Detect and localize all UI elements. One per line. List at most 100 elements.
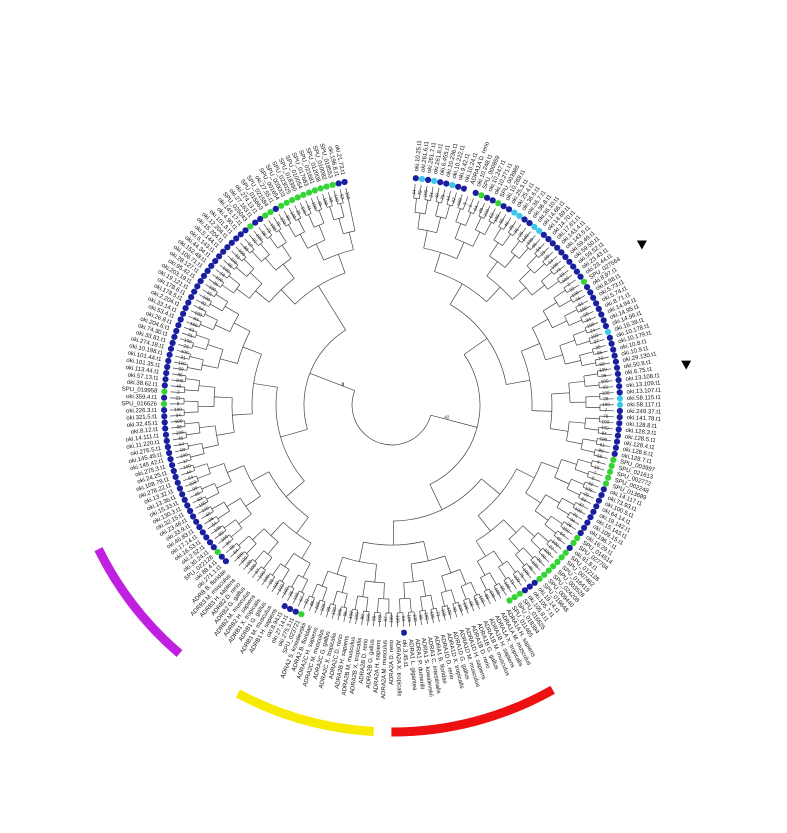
branch-line bbox=[582, 486, 597, 494]
branch-line bbox=[566, 440, 583, 445]
branch-line bbox=[506, 379, 530, 385]
leaf-dot-oki bbox=[208, 262, 215, 269]
leaf-label: ADRA2B D. rerio bbox=[359, 638, 370, 684]
branch-line bbox=[331, 605, 337, 619]
branch-line bbox=[179, 338, 194, 344]
branch-line bbox=[568, 380, 585, 384]
branch-arc bbox=[326, 205, 333, 208]
bootstrap-value: 100 bbox=[599, 367, 608, 373]
leaf-dot-spu bbox=[247, 223, 254, 230]
leaf-dot-oki bbox=[558, 249, 565, 256]
bootstrap-value: 62 bbox=[339, 194, 345, 201]
bootstrap-value: 100 bbox=[194, 310, 203, 318]
branch-arc bbox=[493, 239, 503, 246]
leaf-dot-adra bbox=[449, 621, 457, 629]
branch-line bbox=[287, 588, 295, 601]
branch-line bbox=[186, 321, 200, 328]
branch-arc bbox=[553, 530, 558, 536]
branch-line bbox=[367, 611, 370, 626]
branch-line bbox=[567, 516, 580, 525]
leaf-label: oki.359.4.t1 bbox=[126, 394, 158, 401]
branch-line bbox=[254, 550, 265, 562]
bootstrap-value: 98 bbox=[260, 230, 267, 237]
branch-line bbox=[267, 541, 279, 555]
branch-arc bbox=[323, 249, 354, 261]
branch-line bbox=[330, 306, 346, 331]
bootstrap-value: 100 bbox=[551, 539, 560, 548]
leaf-dot-oki bbox=[602, 322, 610, 330]
branch-arc bbox=[598, 382, 600, 388]
bootstrap-value: 71 bbox=[435, 611, 441, 617]
leaf-label: oki.321.5.t1 bbox=[126, 414, 158, 422]
branch-line bbox=[588, 470, 603, 477]
leaf-label: oki.8.12.t1 bbox=[131, 427, 160, 436]
bootstrap-value: 100 bbox=[175, 418, 183, 424]
branch-line bbox=[472, 231, 481, 247]
branch-arc bbox=[478, 215, 485, 219]
branch-line bbox=[596, 443, 611, 448]
branch-line bbox=[281, 585, 290, 599]
branch-line bbox=[309, 372, 355, 391]
triangle-markers bbox=[636, 240, 692, 370]
bootstrap-value: 100 bbox=[248, 563, 257, 572]
branch-line bbox=[322, 193, 328, 208]
leaf-dot-oki_light bbox=[516, 212, 523, 219]
bootstrap-value: 64 bbox=[179, 441, 185, 447]
branch-line bbox=[572, 507, 586, 515]
branch-line bbox=[417, 212, 421, 229]
branch-line bbox=[588, 333, 603, 339]
bootstrap-value: 100 bbox=[314, 601, 322, 610]
bootstrap-value: 51 bbox=[234, 253, 241, 260]
branch-line bbox=[187, 486, 201, 493]
bootstrap-value: 98 bbox=[583, 311, 590, 318]
leaf-dot-oki bbox=[584, 519, 591, 526]
leaf-dot-spu bbox=[283, 199, 290, 206]
branch-line bbox=[552, 320, 567, 329]
branch-line bbox=[235, 267, 247, 277]
leaf-dot-spu bbox=[511, 594, 518, 601]
leaf-labels: oki.10.25.t1oki.261.6.t1oki.261.7.t1oki.… bbox=[121, 140, 662, 699]
branch-line bbox=[244, 238, 255, 250]
branch-arc bbox=[583, 375, 586, 387]
leaf-dot-adra bbox=[363, 628, 371, 636]
bootstrap-value: 89 bbox=[285, 214, 292, 221]
leaf-label: oki.6.75.t1 bbox=[624, 367, 653, 377]
branch-line bbox=[586, 327, 601, 334]
clade-arc-yellow bbox=[235, 689, 374, 736]
branch-line bbox=[519, 269, 531, 281]
leaf-label: SPU_019958 bbox=[122, 387, 159, 395]
leaf-dot-oki bbox=[612, 444, 620, 451]
bootstrap-value: 35 bbox=[595, 344, 602, 350]
branch-line bbox=[569, 289, 583, 298]
leaf-dot-oki bbox=[233, 235, 240, 242]
branch-arc bbox=[399, 597, 411, 600]
branch-arc bbox=[342, 556, 377, 565]
branch-line bbox=[498, 214, 507, 227]
branch-arc bbox=[468, 211, 474, 215]
branch-arc bbox=[584, 417, 586, 429]
bootstrap-value: 100 bbox=[601, 419, 609, 425]
branch-line bbox=[483, 205, 491, 219]
bootstrap-value: 40 bbox=[555, 535, 562, 542]
branch-line bbox=[291, 574, 299, 588]
branch-line bbox=[475, 540, 486, 557]
bootstrap-value: 64 bbox=[187, 474, 194, 481]
branch-line bbox=[252, 528, 265, 541]
branch-line bbox=[215, 294, 228, 303]
bootstrap-value: 84 bbox=[232, 548, 239, 555]
branch-line bbox=[575, 502, 589, 510]
branch-arc bbox=[508, 232, 514, 236]
bootstrap-value: 100 bbox=[236, 551, 245, 560]
branch-line bbox=[525, 492, 541, 504]
branch-arc bbox=[352, 608, 358, 611]
branch-line bbox=[235, 246, 247, 258]
bootstrap-value: 76 bbox=[603, 413, 609, 418]
branch-line bbox=[554, 477, 570, 485]
branch-line bbox=[284, 553, 294, 567]
branch-line bbox=[285, 480, 305, 497]
branch-line bbox=[463, 338, 488, 355]
branch-line bbox=[599, 386, 614, 389]
bootstrap-value: 100 bbox=[493, 587, 501, 597]
leaf-dot-spu bbox=[289, 197, 296, 204]
